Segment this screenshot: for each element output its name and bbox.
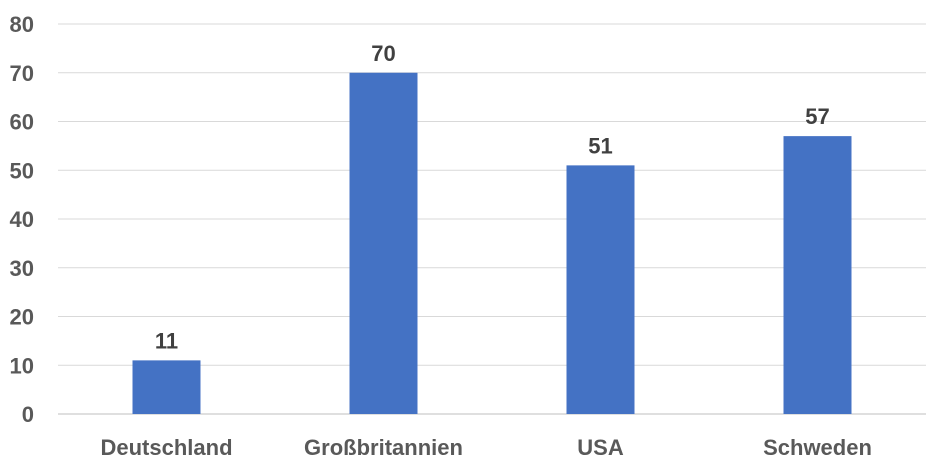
y-axis-tick-labels: 0 10 20 30 40 50 60 70 80 (10, 12, 34, 427)
y-tick-label: 80 (10, 12, 34, 37)
bar-value-label: 51 (588, 133, 612, 158)
x-category-label: Deutschland (100, 435, 232, 460)
y-tick-label: 10 (10, 353, 34, 378)
gridlines (58, 23, 926, 415)
bar (783, 136, 852, 414)
x-category-label: USA (577, 435, 624, 460)
bar (349, 72, 418, 414)
y-tick-label: 0 (22, 402, 34, 427)
y-tick-label: 30 (10, 256, 34, 281)
y-tick-label: 20 (10, 305, 34, 330)
data-labels: 11 70 51 57 (155, 41, 830, 354)
bar-value-label: 70 (371, 41, 395, 66)
bar (566, 165, 635, 414)
bars (132, 72, 852, 414)
x-category-label: Großbritannien (304, 435, 463, 460)
bar-value-label: 57 (805, 104, 829, 129)
bar (132, 360, 201, 414)
y-tick-label: 60 (10, 110, 34, 135)
y-tick-label: 50 (10, 158, 34, 183)
y-tick-label: 70 (10, 61, 34, 86)
x-category-label: Schweden (763, 435, 872, 460)
y-tick-label: 40 (10, 207, 34, 232)
bar-value-label: 11 (155, 328, 178, 353)
x-axis-category-labels: Deutschland Großbritannien USA Schweden (100, 435, 871, 460)
